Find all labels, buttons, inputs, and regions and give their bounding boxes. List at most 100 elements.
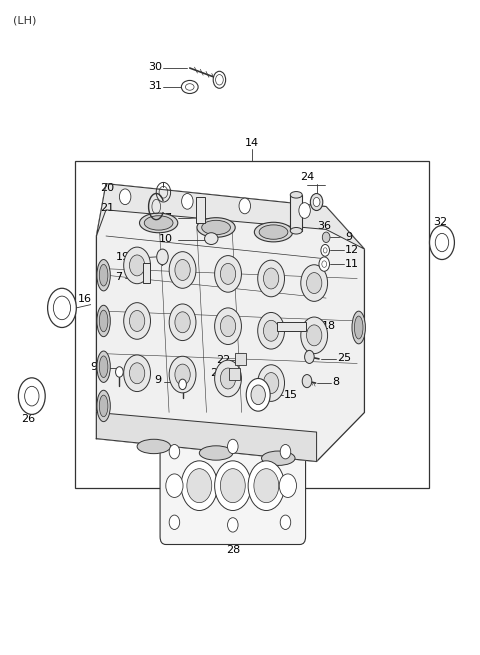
Circle shape	[430, 225, 455, 259]
Text: 22: 22	[216, 355, 230, 365]
Circle shape	[130, 310, 145, 331]
Circle shape	[323, 248, 327, 253]
Circle shape	[321, 244, 329, 256]
Circle shape	[175, 312, 190, 333]
Circle shape	[248, 461, 285, 510]
Ellipse shape	[137, 440, 170, 454]
Circle shape	[215, 255, 241, 292]
Circle shape	[215, 308, 241, 345]
Text: 21: 21	[100, 203, 114, 213]
Circle shape	[130, 255, 145, 276]
Text: 24: 24	[300, 172, 314, 182]
Polygon shape	[96, 183, 364, 462]
Circle shape	[301, 317, 327, 354]
Circle shape	[220, 368, 236, 389]
Text: 11: 11	[345, 259, 360, 269]
Text: 9: 9	[345, 233, 352, 242]
Circle shape	[299, 202, 311, 218]
Ellipse shape	[97, 305, 110, 337]
Circle shape	[120, 189, 131, 204]
Ellipse shape	[202, 220, 230, 234]
Text: 28: 28	[226, 545, 240, 555]
Ellipse shape	[290, 191, 302, 198]
Ellipse shape	[99, 395, 108, 417]
Ellipse shape	[99, 310, 108, 331]
Circle shape	[181, 193, 193, 209]
Text: 16: 16	[78, 294, 92, 305]
Text: 30: 30	[148, 62, 162, 71]
Circle shape	[307, 325, 322, 346]
Circle shape	[264, 373, 279, 394]
Circle shape	[169, 304, 196, 341]
Circle shape	[169, 356, 196, 393]
Bar	[277, 322, 306, 331]
Bar	[290, 195, 302, 231]
Bar	[75, 161, 429, 487]
Circle shape	[213, 71, 226, 88]
Circle shape	[258, 260, 285, 297]
Circle shape	[53, 296, 71, 320]
Circle shape	[220, 469, 245, 502]
Circle shape	[307, 272, 322, 293]
Circle shape	[254, 469, 279, 502]
Ellipse shape	[204, 233, 218, 244]
Circle shape	[246, 379, 270, 411]
Circle shape	[116, 367, 123, 377]
Circle shape	[279, 474, 297, 497]
Circle shape	[319, 257, 329, 271]
Circle shape	[220, 316, 236, 337]
Circle shape	[18, 378, 45, 415]
Circle shape	[130, 363, 145, 384]
Text: 10: 10	[158, 234, 173, 244]
Ellipse shape	[140, 213, 178, 233]
Text: 12: 12	[345, 246, 360, 255]
Circle shape	[169, 252, 196, 288]
Circle shape	[313, 197, 320, 206]
Text: 32: 32	[433, 217, 447, 227]
Ellipse shape	[290, 227, 302, 234]
Circle shape	[258, 312, 285, 349]
Circle shape	[175, 364, 190, 385]
Text: 18: 18	[322, 321, 336, 331]
Text: 8: 8	[332, 377, 339, 387]
Circle shape	[169, 515, 180, 529]
Circle shape	[166, 474, 183, 497]
Circle shape	[24, 386, 39, 406]
Circle shape	[323, 232, 330, 242]
Ellipse shape	[99, 265, 108, 286]
Text: 31: 31	[148, 81, 162, 90]
Circle shape	[220, 263, 236, 284]
Ellipse shape	[259, 225, 288, 239]
Text: 19: 19	[116, 252, 130, 262]
Ellipse shape	[97, 259, 110, 291]
Circle shape	[187, 469, 212, 502]
Bar	[229, 368, 240, 380]
Text: 25: 25	[336, 353, 351, 364]
Text: 26: 26	[22, 414, 36, 424]
Bar	[196, 196, 204, 223]
Text: (LH): (LH)	[12, 15, 36, 25]
Circle shape	[305, 350, 314, 364]
Text: 20: 20	[100, 183, 114, 193]
Circle shape	[435, 233, 449, 252]
Ellipse shape	[97, 390, 110, 422]
Circle shape	[215, 360, 241, 397]
Circle shape	[258, 365, 285, 402]
Bar	[144, 263, 150, 283]
Circle shape	[280, 445, 291, 459]
Ellipse shape	[185, 84, 194, 90]
Circle shape	[302, 375, 312, 388]
Circle shape	[48, 288, 76, 328]
Text: 9: 9	[91, 362, 98, 372]
Circle shape	[301, 265, 327, 301]
Circle shape	[264, 268, 279, 289]
Circle shape	[280, 515, 291, 529]
Ellipse shape	[97, 351, 110, 383]
Text: 14: 14	[245, 138, 259, 148]
Circle shape	[179, 379, 186, 390]
Ellipse shape	[181, 81, 198, 94]
Circle shape	[124, 355, 151, 392]
Circle shape	[216, 75, 223, 85]
FancyBboxPatch shape	[160, 434, 306, 544]
Circle shape	[175, 259, 190, 280]
